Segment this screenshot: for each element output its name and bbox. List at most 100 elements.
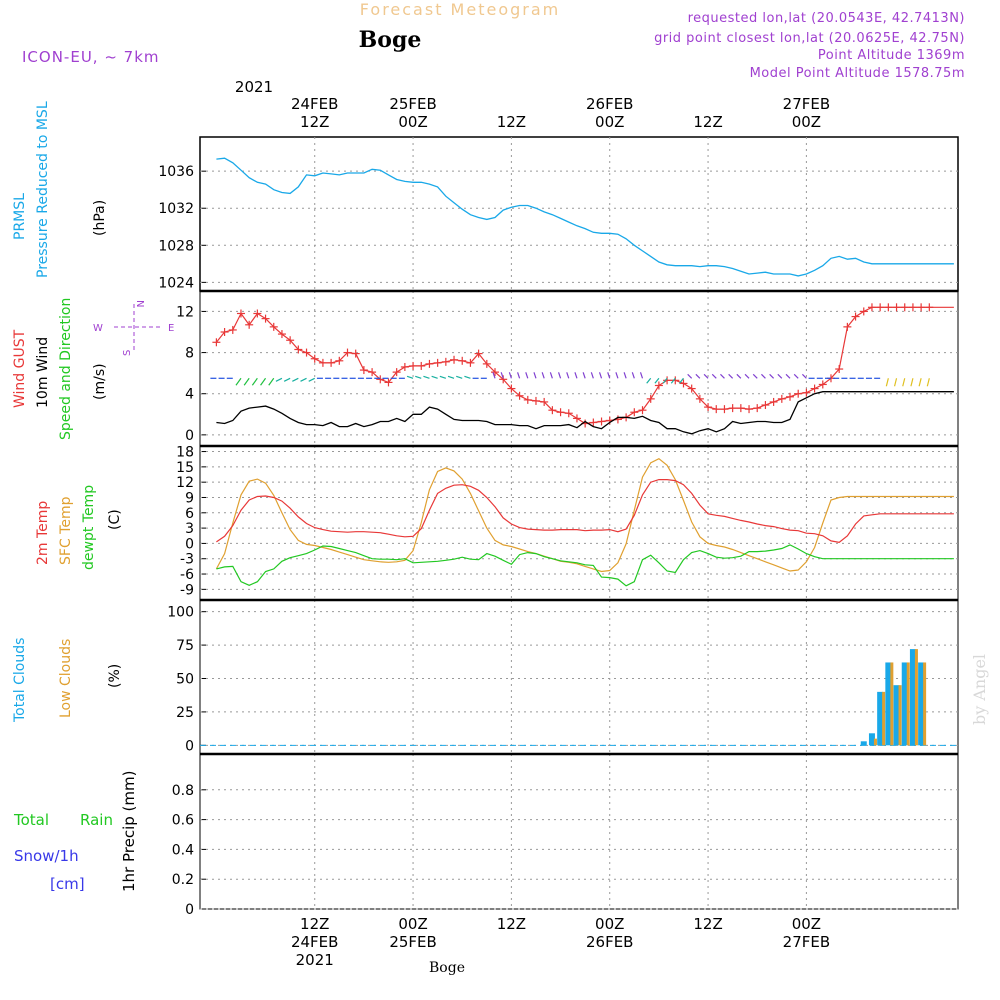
gust-point bbox=[236, 309, 245, 318]
panel-4 bbox=[199, 599, 959, 755]
gust-point bbox=[269, 322, 278, 331]
top-date-label: 25FEB bbox=[389, 95, 436, 113]
bottom-hour-label: 12Z bbox=[693, 915, 722, 933]
wind-arrow bbox=[670, 377, 676, 384]
tsfc-label: SFC Temp bbox=[58, 496, 74, 565]
y-tick-label: 12 bbox=[176, 304, 194, 320]
wind-speed-direction-label: Speed and Direction bbox=[58, 298, 74, 440]
dewpt-label: dewpt Temp bbox=[81, 485, 97, 570]
top-hour-label: 12Z bbox=[300, 113, 329, 131]
gust-point bbox=[843, 322, 852, 331]
wind-arrow bbox=[464, 375, 471, 379]
y-tick-label: 0.4 bbox=[172, 842, 194, 858]
precip-y-axis: 0 0.2 0.4 0.6 0.8 bbox=[172, 783, 958, 918]
wind-arrow bbox=[695, 373, 701, 379]
precip-labels: Total Rain Snow/1h [cm] 1hr Precip (mm) bbox=[13, 771, 138, 893]
total-cloud-bar bbox=[877, 691, 884, 746]
wind-arrow bbox=[500, 372, 504, 379]
wind-arrow bbox=[607, 372, 611, 379]
wind-arrow bbox=[777, 373, 783, 379]
low-cloud-bar bbox=[923, 662, 927, 746]
wind-unit: (m/s) bbox=[92, 363, 108, 400]
compass-south: S bbox=[122, 350, 133, 356]
bottom-date-label: 24FEB bbox=[291, 933, 338, 951]
gust-point bbox=[572, 414, 581, 423]
gust-point bbox=[253, 309, 262, 318]
pressure-line bbox=[216, 157, 954, 277]
low-cloud-bar bbox=[906, 662, 910, 746]
panel-2 bbox=[199, 290, 959, 447]
gust-point bbox=[745, 405, 754, 414]
y-tick-label: 100 bbox=[167, 605, 194, 621]
gust-point bbox=[794, 389, 803, 398]
panel-frame bbox=[199, 136, 959, 292]
cloud-labels: Total Clouds Low Clouds (%) bbox=[12, 638, 123, 723]
wind-arrow bbox=[582, 372, 586, 379]
y-tick-label: 1028 bbox=[158, 238, 194, 254]
bottom-year-label: 2021 bbox=[296, 951, 334, 969]
y-tick-label: -6 bbox=[180, 567, 194, 583]
y-tick-label: 75 bbox=[176, 638, 194, 654]
y-tick-label: 50 bbox=[176, 672, 194, 688]
gust-point bbox=[753, 404, 762, 413]
wind-arrow bbox=[292, 377, 299, 382]
wind-arrow bbox=[687, 373, 693, 379]
wind-arrow bbox=[752, 373, 758, 379]
gust-point bbox=[368, 368, 377, 377]
wind-arrow bbox=[492, 372, 496, 379]
top-date-label: 27FEB bbox=[783, 95, 830, 113]
gust-point bbox=[646, 394, 655, 403]
gust-point bbox=[392, 368, 401, 377]
t2m-label: 2m Temp bbox=[35, 501, 51, 565]
watermark: by Angel bbox=[970, 654, 989, 725]
top-hour-label: 12Z bbox=[693, 113, 722, 131]
wind-arrow bbox=[431, 375, 438, 379]
model-altitude: Model Point Altitude 1578.75m bbox=[750, 66, 965, 81]
temperature-labels: 2m Temp SFC Temp dewpt Temp (C) bbox=[35, 485, 123, 570]
wind-arrow bbox=[662, 377, 668, 384]
gust-point bbox=[884, 303, 893, 312]
top-date-label: 26FEB bbox=[586, 95, 633, 113]
wind-arrow bbox=[623, 372, 627, 379]
wind-arrow bbox=[283, 377, 291, 382]
gust-point bbox=[663, 376, 672, 385]
pressure-labels: PRMSL Pressure Reduced to MSL (hPa) bbox=[12, 101, 108, 278]
pressure-msl-label: Pressure Reduced to MSL bbox=[35, 101, 51, 278]
top-date-label: 24FEB bbox=[291, 95, 338, 113]
model-label: ICON-EU, ~ 7km bbox=[22, 48, 160, 66]
gust-point bbox=[507, 384, 516, 393]
gust-point bbox=[638, 406, 647, 415]
y-tick-label: -9 bbox=[180, 582, 194, 598]
wind-arrow bbox=[679, 377, 684, 384]
pressure-y-axis: 1024 1028 1032 1036 bbox=[158, 164, 958, 291]
top-hour-label: 00Z bbox=[792, 113, 821, 131]
snow-label: Snow/1h bbox=[14, 847, 79, 865]
gust-point bbox=[761, 401, 770, 410]
bottom-date-label: 27FEB bbox=[783, 933, 830, 951]
wind-arrow bbox=[300, 377, 307, 382]
sfc-temp-line bbox=[215, 457, 954, 573]
compass-north: N bbox=[134, 300, 145, 307]
gust-point bbox=[548, 406, 557, 415]
gust-point bbox=[343, 348, 352, 357]
gust-point bbox=[515, 391, 524, 400]
wind-arrow bbox=[447, 375, 455, 379]
low-cloud-bar bbox=[873, 738, 877, 746]
gust-point bbox=[589, 418, 598, 427]
gust-point bbox=[474, 349, 483, 358]
y-tick-label: 0.8 bbox=[172, 783, 194, 799]
wind-arrow bbox=[720, 373, 725, 379]
top-hour-label: 00Z bbox=[398, 113, 427, 131]
gust-point bbox=[712, 405, 721, 414]
bottom-hour-label: 00Z bbox=[398, 915, 427, 933]
gust-point bbox=[376, 375, 385, 384]
bottom-hour-label: 12Z bbox=[497, 915, 526, 933]
gust-point bbox=[425, 359, 434, 368]
gust-point bbox=[630, 408, 639, 417]
gust-point bbox=[818, 380, 827, 389]
y-tick-label: 0.2 bbox=[172, 872, 194, 888]
total-rain-label-a: Total bbox=[13, 811, 49, 829]
wind-arrow bbox=[517, 372, 521, 379]
wind-arrow bbox=[926, 378, 930, 387]
gust-point bbox=[400, 362, 409, 371]
